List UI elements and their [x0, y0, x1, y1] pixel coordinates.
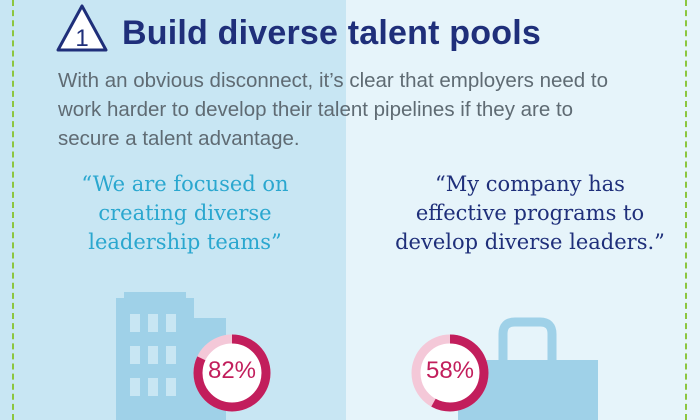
step-number: 1 — [75, 25, 88, 52]
intro-line: work harder to develop their talent pipe… — [58, 98, 574, 121]
ring-progress — [411, 334, 489, 412]
quote-line: “We are focused on — [81, 172, 289, 196]
right-quote: “My company has effective programs to de… — [380, 170, 680, 257]
quote-line: leadership teams” — [88, 230, 282, 254]
dashed-border-left — [12, 0, 14, 420]
quote-line: develop diverse leaders.” — [395, 230, 665, 254]
intro-line: secure a talent advantage. — [58, 127, 300, 150]
right-percent-ring — [411, 334, 489, 412]
quote-line: effective programs to — [415, 201, 645, 225]
dashed-border-right — [685, 0, 687, 420]
left-percent-ring — [193, 334, 271, 412]
ring-progress — [193, 334, 271, 412]
intro-line: With an obvious disconnect, it’s clear t… — [58, 69, 608, 92]
quote-line: “My company has — [435, 172, 625, 196]
intro-paragraph: With an obvious disconnect, it’s clear t… — [58, 66, 638, 153]
step-number-icon: 1 — [56, 4, 108, 52]
right-panel — [346, 0, 700, 420]
section-title: Build diverse talent pools — [122, 14, 541, 52]
quote-line: creating diverse — [98, 201, 272, 225]
right-percent-label: 58% — [425, 357, 475, 384]
left-quote: “We are focused on creating diverse lead… — [60, 170, 310, 257]
left-percent-label: 82% — [207, 357, 257, 384]
